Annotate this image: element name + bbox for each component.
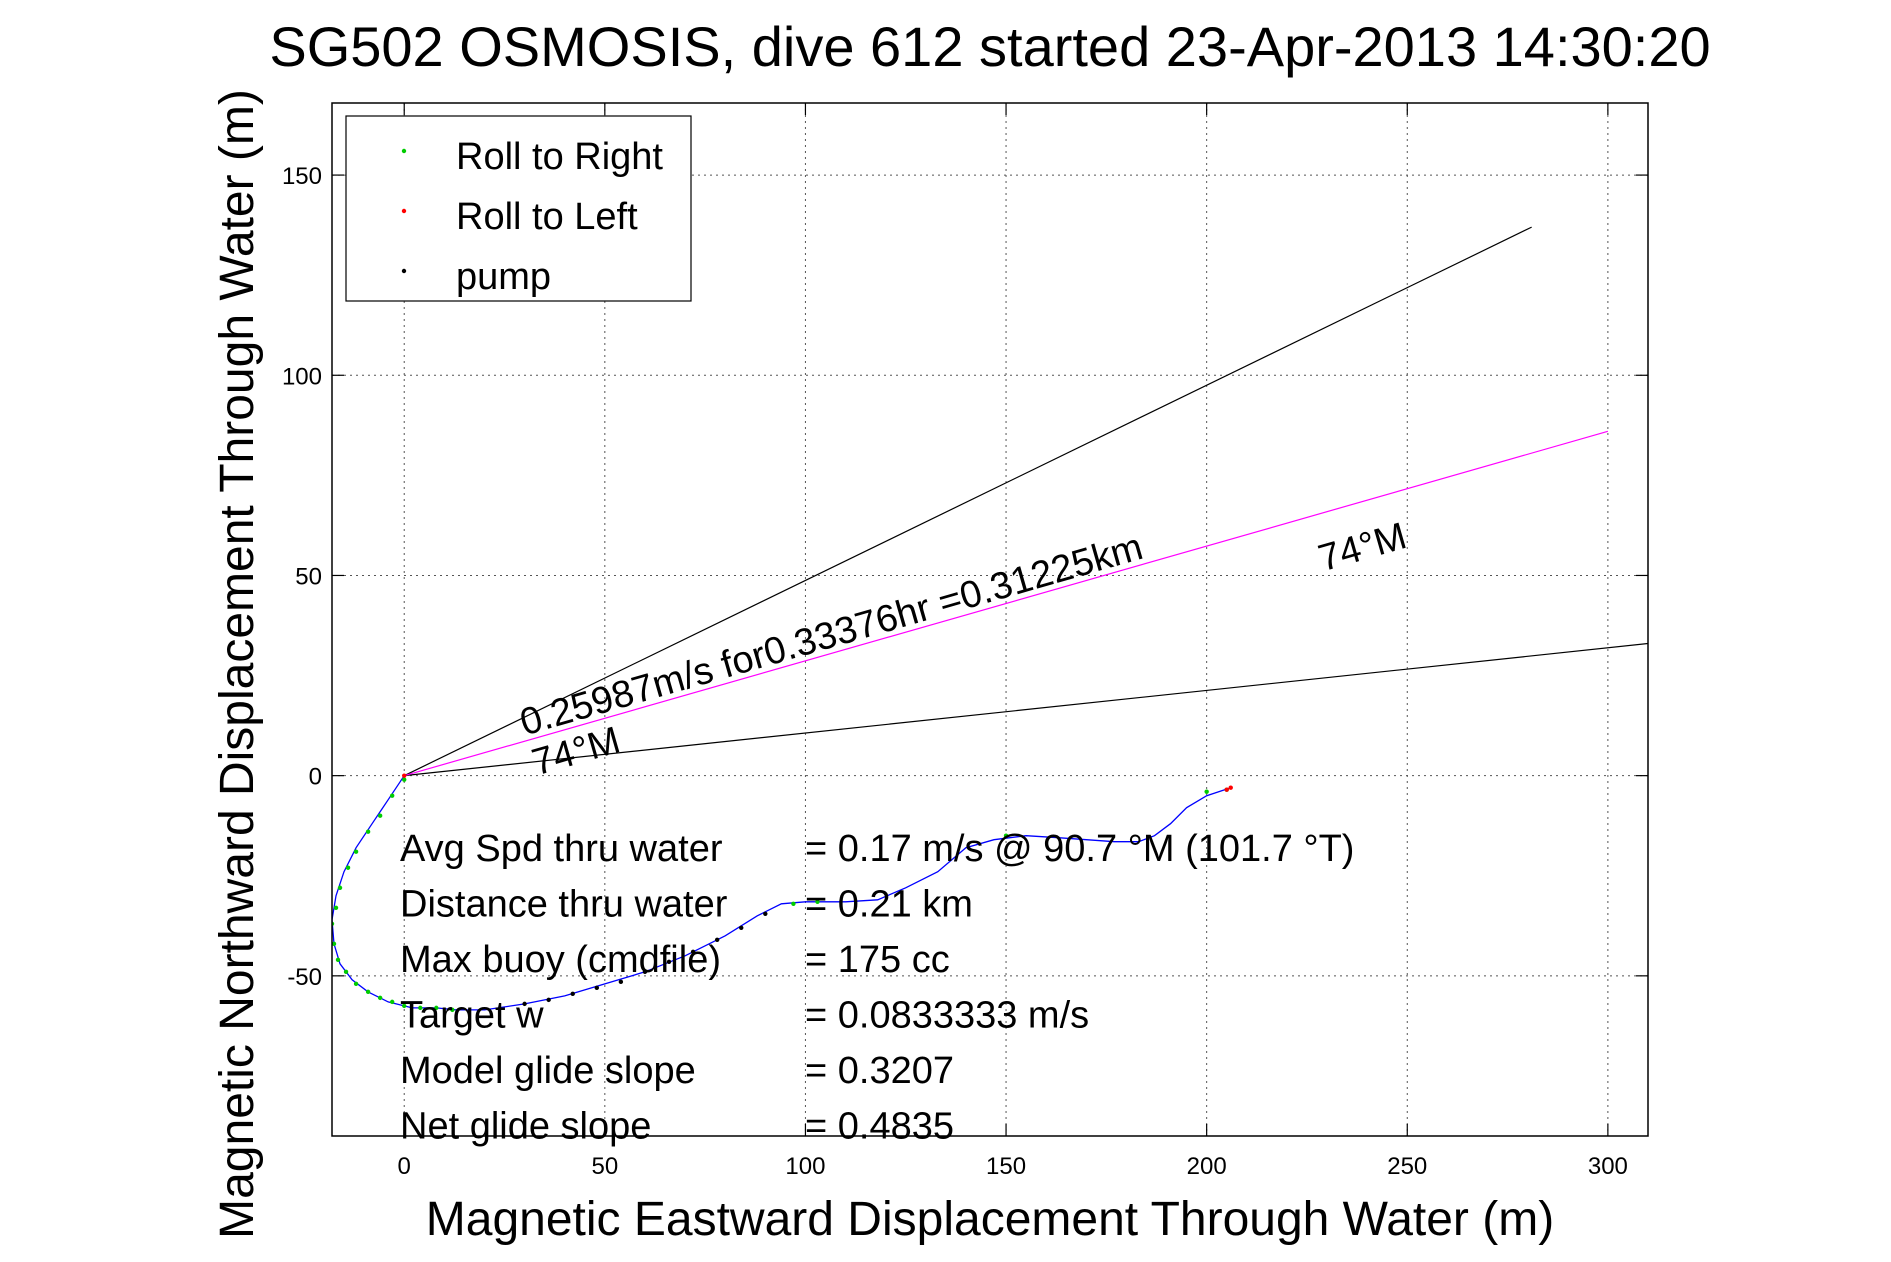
x-tick-label: 100 [785,1153,825,1180]
y-tick-label: 100 [282,363,322,390]
y-tick-label: -50 [287,964,322,991]
roll-to-right-point [418,1005,423,1011]
roll-to-right-point [353,849,359,854]
pump-point [690,949,696,955]
roll-to-right-point [791,901,796,906]
legend-entry-label: pump [456,256,551,298]
legend: Roll to Right Roll to Left pump [345,115,692,302]
roll-to-right-point [365,989,371,995]
roll-to-right-point [377,813,383,818]
roll-to-right-point [332,941,337,947]
stat-label: Model glide slope [400,1050,696,1092]
stat-value: = 0.4835 [805,1106,954,1148]
legend-marker [401,148,407,154]
pump-point [570,991,575,997]
pump-point [714,937,720,943]
tick-labels: 0 50 100 150 200 250 300 -50 0 50 100 150 [282,163,1628,1180]
roll-to-right-point [343,969,349,975]
x-tick-label: 200 [1187,1153,1227,1180]
roll-to-right-point [402,777,407,782]
roll-to-right-point [365,829,371,834]
roll-to-right-point [450,1007,455,1013]
pump-point [522,1001,527,1007]
x-tick-label: 0 [398,1153,411,1180]
pump-point [666,959,672,965]
pump-point [546,997,551,1003]
pump-point [739,925,744,930]
stat-label: Max buoy (cmdfile) [400,939,721,981]
roll-to-right-point [389,999,395,1005]
roll-to-right-point [815,899,820,904]
plot-data [332,226,1648,1013]
legend-marker [401,208,407,214]
roll-to-right-point [335,957,341,963]
chart-title: SG502 OSMOSIS, dive 612 started 23-Apr-2… [269,15,1710,78]
x-tick-label: 300 [1588,1153,1628,1180]
roll-to-right-point [434,1005,439,1011]
track-line [332,775,1231,1011]
roll-to-left-point [402,773,407,778]
stat-value: = 175 cc [805,939,950,981]
legend-entry-label: Roll to Right [456,136,663,178]
stat-label: Distance thru water [400,884,728,926]
y-tick-label: 150 [282,163,322,190]
stat-value: = 0.21 km [805,884,973,926]
plot-frame [331,102,1649,1137]
stat-value: = 0.17 m/s @ 90.7 °M (101.7 °T) [805,828,1354,870]
legend-entry-label: Roll to Left [456,196,638,238]
roll-to-left-point [1228,785,1233,790]
roll-to-right-point [377,995,383,1001]
lower-bound-line [404,642,1648,777]
stats-block: Avg Spd thru water = 0.17 m/s @ 90.7 °M (… [400,828,1354,1148]
y-axis-label: Magnetic Northward Displacement Through … [211,89,264,1239]
stat-label: Net glide slope [400,1106,651,1148]
pump-point [594,985,600,991]
roll-to-right-point [337,885,343,890]
grid [332,103,1648,1136]
roll-to-right-point [389,793,395,798]
stat-label: Target w [400,995,544,1037]
pump-point [763,911,768,916]
pump-point [618,979,624,985]
x-axis-label: Magnetic Eastward Displacement Through W… [426,1193,1554,1246]
roll-to-right-point [353,981,359,987]
roll-to-right-point [1003,833,1009,838]
roll-to-right-point [345,865,351,870]
stat-value: = 0.3207 [805,1050,954,1092]
roll-to-right-point [333,905,339,910]
roll-to-left-point [1224,787,1229,792]
stat-value: = 0.0833333 m/s [805,995,1089,1037]
pump-point [642,969,648,975]
legend-marker [401,268,407,274]
x-tick-label: 250 [1387,1153,1427,1180]
upper-bound-line [403,226,1532,777]
y-tick-label: 50 [295,563,322,590]
stat-label: Avg Spd thru water [400,828,723,870]
x-tick-label: 50 [591,1153,618,1180]
roll-to-right-point [402,1003,407,1009]
y-tick-label: 0 [309,764,322,791]
heading-line [404,430,1609,777]
roll-to-right-point [1204,789,1209,794]
x-tick-label: 150 [986,1153,1026,1180]
